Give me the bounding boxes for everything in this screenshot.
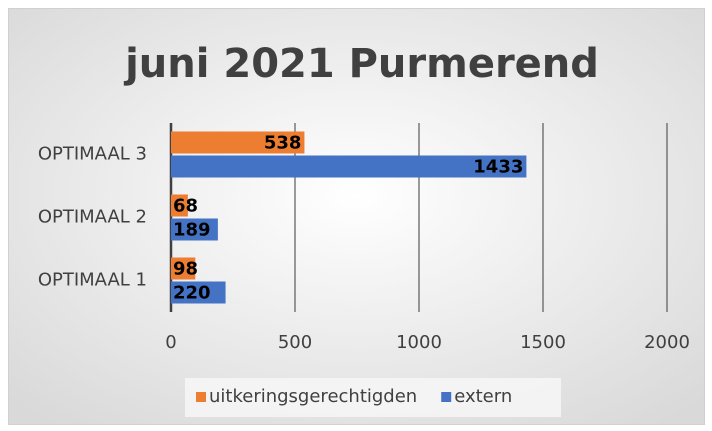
y-tick-label: OPTIMAAL 3 xyxy=(38,144,147,165)
data-label: 68 xyxy=(173,196,198,217)
data-label: 220 xyxy=(173,283,211,304)
x-tick-label: 0 xyxy=(165,332,176,353)
bar xyxy=(171,194,188,217)
data-label: 98 xyxy=(173,259,198,280)
bar xyxy=(171,281,226,304)
legend-swatch xyxy=(441,392,452,402)
legend-label: extern xyxy=(454,386,512,407)
bar xyxy=(171,257,196,280)
data-label: 538 xyxy=(264,133,302,154)
bar xyxy=(171,218,218,241)
x-tick-label: 500 xyxy=(278,332,312,353)
bar xyxy=(171,155,527,178)
chart-area xyxy=(8,8,705,425)
legend-swatch xyxy=(196,392,206,402)
legend-box xyxy=(185,378,561,417)
y-tick-label: OPTIMAAL 2 xyxy=(38,207,147,228)
x-tick-label: 1500 xyxy=(520,332,566,353)
data-label: 189 xyxy=(173,220,211,241)
y-tick-label: OPTIMAAL 1 xyxy=(38,270,147,291)
x-tick-label: 1000 xyxy=(396,332,442,353)
x-tick-label: 2000 xyxy=(644,332,690,353)
chart-title: juni 2021 Purmerend xyxy=(123,41,599,87)
data-label: 1433 xyxy=(473,157,523,178)
bar xyxy=(171,131,305,154)
legend-label: uitkeringsgerechtigden xyxy=(209,386,417,407)
